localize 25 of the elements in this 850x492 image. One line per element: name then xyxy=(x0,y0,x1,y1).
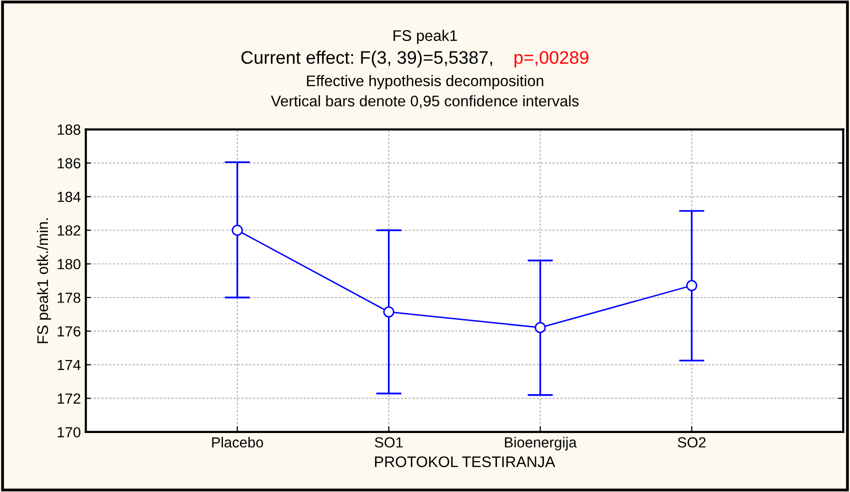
chart-subtitle: Current effect: F(3, 39)=5,5387, xyxy=(241,50,492,68)
x-tick-label: SO2 xyxy=(678,437,706,448)
y-tick-label: 170 xyxy=(58,427,80,438)
text: p=,00289 xyxy=(514,51,588,68)
x-tick-label: Placebo xyxy=(212,436,264,448)
y-tick-label: 184 xyxy=(58,192,81,202)
text: Effective hypothesis decomposition xyxy=(307,75,544,90)
point xyxy=(686,280,698,292)
y-tick-label: 176 xyxy=(58,326,80,337)
y-tick-label: 186 xyxy=(58,158,80,168)
point xyxy=(534,322,546,334)
text: Vertical bars denote 0,95 confidence intervals xyxy=(270,95,579,108)
y-axis-title: FS peak1 otk./min. xyxy=(36,218,52,344)
y-tick-label: 172 xyxy=(58,393,80,404)
y-tick-label: 188 xyxy=(58,124,80,135)
y-tick-label: 182 xyxy=(58,225,80,236)
y-tick-label: 174 xyxy=(58,360,81,370)
chart-title: FS peak1 xyxy=(394,30,457,44)
x-tick-label: Bioenergija xyxy=(504,436,577,450)
x-axis-title: PROTOKOL TESTIRANJA xyxy=(375,456,556,468)
point xyxy=(383,306,394,318)
y-tick-label: 180 xyxy=(58,258,80,270)
x-tick-label: SO1 xyxy=(374,437,403,448)
point xyxy=(232,224,243,236)
y-tick-label: 178 xyxy=(58,292,80,303)
